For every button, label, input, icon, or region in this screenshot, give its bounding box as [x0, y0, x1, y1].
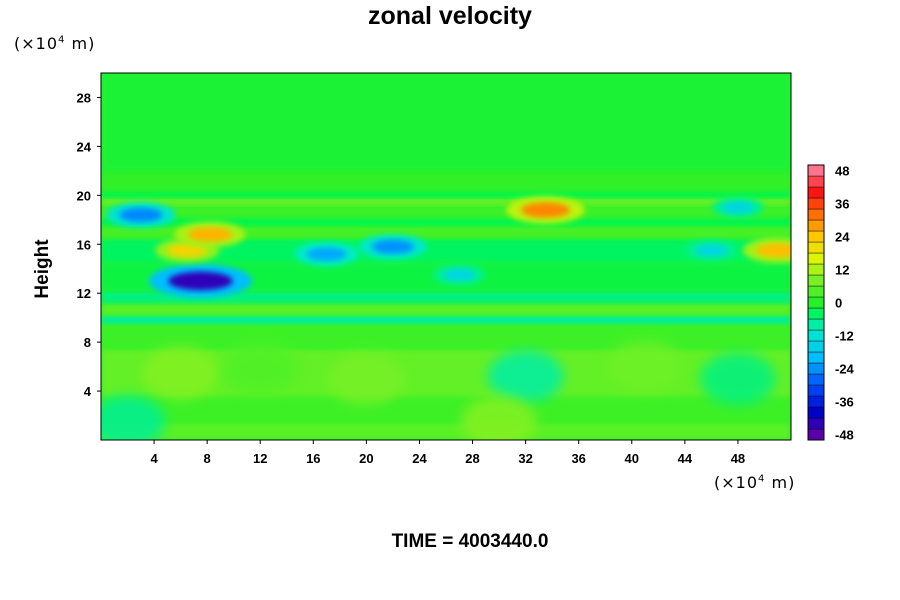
- field-band: [101, 205, 791, 218]
- colorbar-tick-label: 36: [835, 197, 849, 212]
- field-band: [101, 302, 791, 316]
- heatmap-features: [106, 196, 791, 298]
- heatmap-field: [101, 73, 791, 440]
- x-axis-ticks: 4 8 12 16 20 24 28 32 36 40 44 48: [150, 440, 745, 466]
- field-cell: [607, 340, 684, 393]
- field-cell: [142, 346, 219, 399]
- velocity-feature: [168, 271, 233, 291]
- colorbar-cell: [807, 230, 825, 243]
- field-band: [101, 73, 791, 171]
- colorbar-cell: [807, 164, 825, 177]
- colorbar-cell: [807, 285, 825, 298]
- colorbar-cell: [807, 340, 825, 353]
- field-band: [101, 170, 791, 191]
- field-band: [101, 225, 791, 239]
- x-tick-label: 12: [253, 451, 267, 466]
- colorbar-cell: [807, 362, 825, 375]
- y-tick-label: 20: [77, 188, 91, 203]
- plot-frame: [100, 72, 792, 441]
- y-axis-ticks: 4 8 12 16 20 24 28: [77, 90, 101, 399]
- colorbar-tick-label: -12: [835, 329, 854, 344]
- colorbar-cell: [807, 252, 825, 265]
- colorbar-tick-label: 48: [835, 164, 849, 179]
- colorbar-cell: [807, 241, 825, 254]
- field-cell: [487, 350, 564, 403]
- colorbar-cell: [807, 395, 825, 408]
- y-axis-unit-label: (×104 m): [14, 34, 96, 53]
- x-tick-label: 44: [678, 451, 693, 466]
- field-cell: [222, 343, 299, 396]
- colorbar-cell: [807, 197, 825, 210]
- colorbar-tick-label: -24: [835, 362, 855, 377]
- y-tick-label: 28: [77, 90, 91, 105]
- x-tick-label: 8: [204, 451, 211, 466]
- field-cell: [461, 395, 538, 440]
- x-tick-label: 40: [625, 451, 639, 466]
- colorbar-cell: [807, 318, 825, 331]
- colorbar-frame: [807, 164, 825, 441]
- colorbar-cell: [807, 263, 825, 276]
- y-tick-label: 4: [84, 384, 92, 399]
- y-tick-label: 8: [84, 335, 91, 350]
- colorbar-cell: [807, 384, 825, 397]
- colorbar-cell: [807, 406, 825, 419]
- field-band: [101, 397, 791, 422]
- field-band: [101, 217, 791, 226]
- colorbar-cell: [807, 219, 825, 232]
- velocity-feature: [443, 269, 476, 281]
- colorbar-cell: [807, 417, 825, 430]
- y-tick-label: 24: [77, 139, 92, 154]
- field-band: [101, 290, 791, 303]
- x-tick-label: 4: [150, 451, 158, 466]
- colorbar-tick-label: 12: [835, 263, 849, 278]
- time-annotation: TIME = 4003440.0: [391, 531, 549, 552]
- colorbar-cell: [807, 186, 825, 199]
- x-tick-label: 48: [731, 451, 745, 466]
- chart-title: zonal velocity: [368, 2, 532, 30]
- x-axis-unit-label: (×104 m): [714, 473, 796, 492]
- field-band: [101, 197, 791, 206]
- y-tick-label: 16: [77, 237, 91, 252]
- colorbar-tick-label: 24: [835, 230, 850, 245]
- field-cell: [328, 352, 405, 405]
- velocity-feature: [187, 227, 233, 242]
- field-band: [101, 315, 791, 324]
- field-band: [101, 323, 791, 349]
- colorbar-cell: [807, 351, 825, 364]
- colorbar-cell: [807, 329, 825, 342]
- velocity-feature: [306, 247, 347, 261]
- velocity-feature: [167, 243, 208, 258]
- x-tick-label: 20: [359, 451, 373, 466]
- velocity-feature: [521, 202, 571, 218]
- colorbar-cell: [807, 208, 825, 221]
- colorbar-cell: [807, 307, 825, 320]
- field-cell: [101, 395, 166, 440]
- y-tick-label: 12: [77, 286, 91, 301]
- colorbar: 48 36 24 12 0 -12 -24 -36 -48: [807, 164, 855, 443]
- x-tick-label: 36: [571, 451, 585, 466]
- colorbar-cell: [807, 274, 825, 287]
- field-cell: [699, 352, 776, 405]
- velocity-feature: [695, 244, 728, 257]
- field-band: [101, 190, 791, 198]
- velocity-feature: [119, 207, 163, 222]
- colorbar-tick-label: -48: [835, 428, 854, 443]
- colorbar-tick-label: 0: [835, 296, 842, 311]
- velocity-feature: [721, 201, 755, 214]
- colorbar-cell: [807, 373, 825, 386]
- velocity-feature: [755, 243, 791, 258]
- colorbar-cell: [807, 175, 825, 188]
- colorbar-cell: [807, 428, 825, 441]
- x-tick-label: 24: [412, 451, 427, 466]
- colorbar-tick-label: -36: [835, 395, 854, 410]
- field-band: [101, 421, 791, 440]
- colorbar-cell: [807, 296, 825, 309]
- x-tick-label: 32: [518, 451, 532, 466]
- velocity-feature: [371, 239, 415, 254]
- x-tick-label: 16: [306, 451, 320, 466]
- x-tick-label: 28: [465, 451, 479, 466]
